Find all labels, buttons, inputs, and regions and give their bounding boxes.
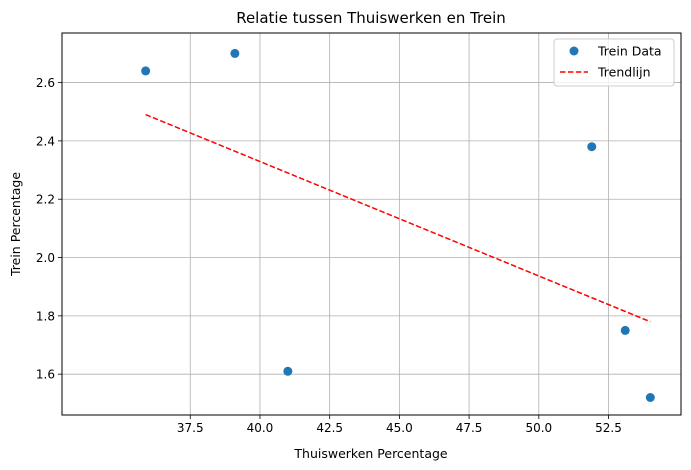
x-tick-label: 52.5 bbox=[595, 421, 622, 435]
x-tick-label: 40.0 bbox=[247, 421, 274, 435]
y-tick-label: 2.6 bbox=[36, 76, 55, 90]
scatter-point bbox=[645, 393, 655, 403]
plot-frame bbox=[61, 32, 682, 416]
y-tick-label: 2.2 bbox=[36, 193, 55, 207]
chart-title: Relatie tussen Thuiswerken en Trein bbox=[236, 9, 506, 27]
legend-box bbox=[553, 38, 675, 87]
legend-label-trein-data: Trein Data bbox=[597, 44, 662, 59]
scatter-point bbox=[587, 142, 597, 152]
legend-label-trendlijn: Trendlijn bbox=[597, 65, 651, 80]
x-tick-label: 45.0 bbox=[386, 421, 413, 435]
scatter-point bbox=[283, 366, 293, 376]
y-tick-label: 1.6 bbox=[36, 368, 55, 382]
scatter-point bbox=[230, 48, 240, 58]
y-axis-label: Trein Percentage bbox=[8, 172, 23, 277]
x-axis-label: Thuiswerken Percentage bbox=[293, 446, 448, 461]
plot-data bbox=[141, 48, 655, 403]
grid bbox=[62, 33, 681, 415]
x-tick-label: 42.5 bbox=[316, 421, 343, 435]
y-tick-label: 1.8 bbox=[36, 309, 55, 323]
x-tick-label: 37.5 bbox=[177, 421, 204, 435]
x-tick-label: 50.0 bbox=[525, 421, 552, 435]
legend: Trein Data Trendlijn bbox=[553, 38, 675, 87]
trend-line bbox=[145, 113, 651, 323]
axes: 37.5 40.0 42.5 45.0 47.5 50.0 52.5 1.6 1.8 2.0 2.2… bbox=[36, 76, 622, 435]
legend-marker-trein-data bbox=[569, 46, 579, 56]
scatter-point bbox=[620, 325, 630, 335]
y-tick-label: 2.0 bbox=[36, 251, 55, 265]
scatter-point bbox=[141, 66, 151, 76]
y-tick-label: 2.4 bbox=[36, 134, 55, 148]
x-tick-label: 47.5 bbox=[456, 421, 483, 435]
